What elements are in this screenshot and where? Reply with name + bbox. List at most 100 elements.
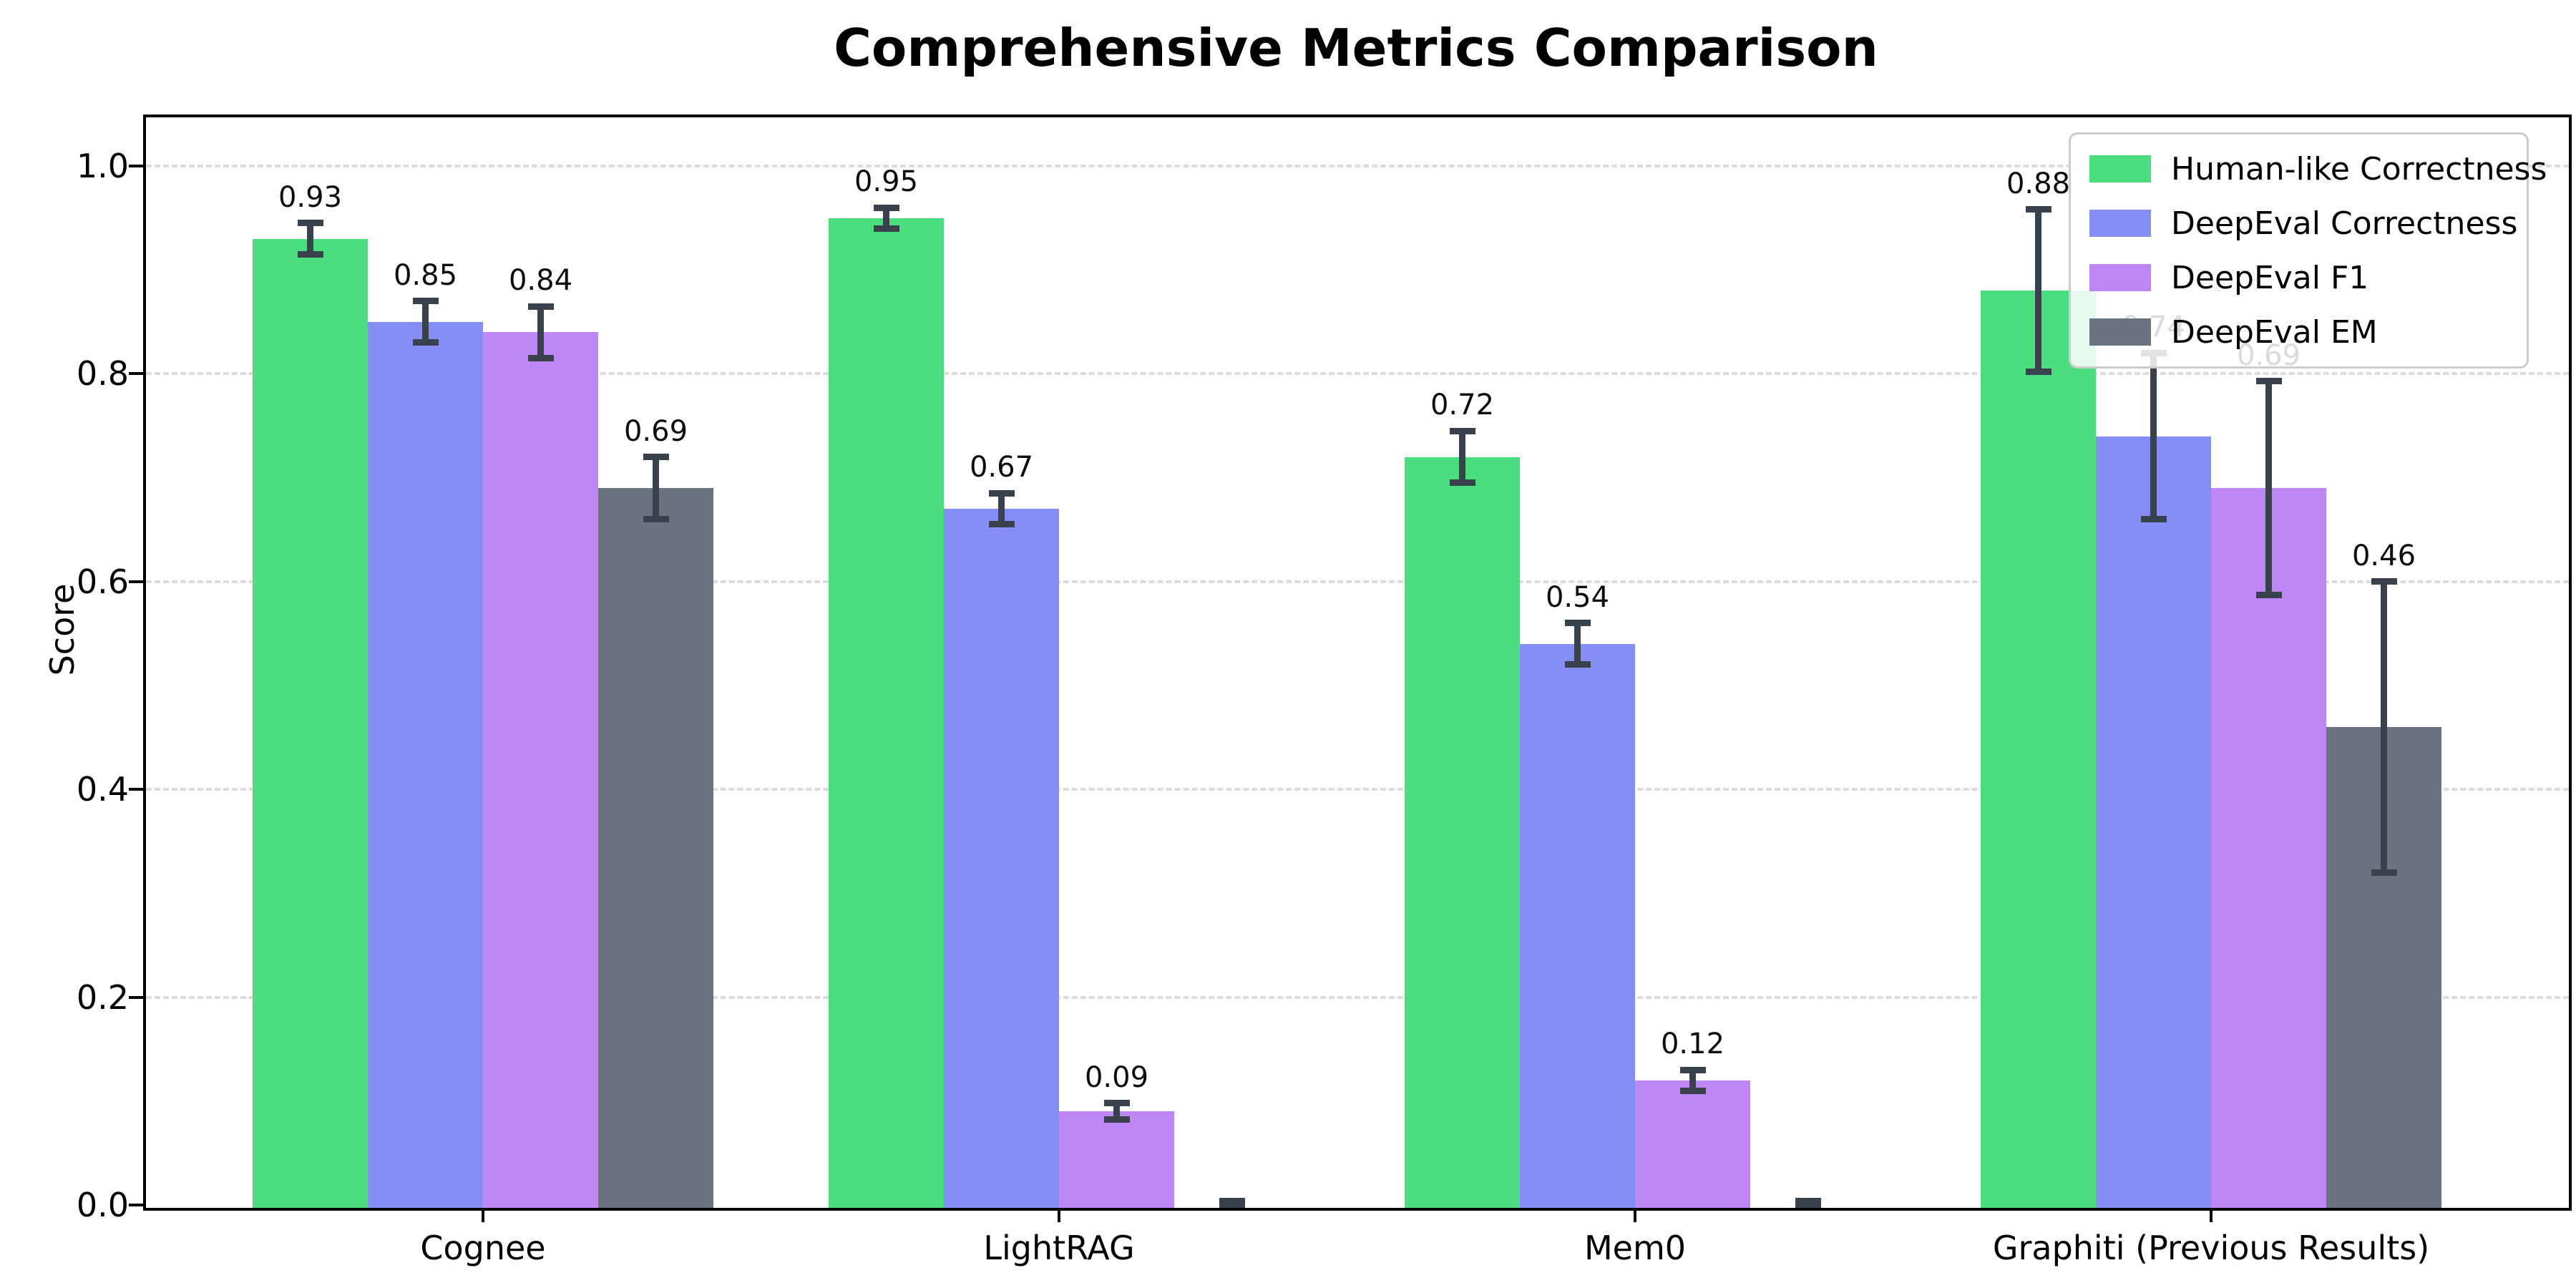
y-tick-label-0.2: 0.2: [76, 977, 129, 1017]
bar-value-label-1-1: 0.67: [969, 451, 1034, 484]
bar-deepeval-f1-2: [1635, 1080, 1750, 1208]
errorbar-cap-0-0-top: [297, 220, 323, 227]
x-tick-mark-1: [1058, 1208, 1060, 1222]
legend-label-1: DeepEval Correctness: [2171, 205, 2518, 242]
x-tick-label-0: Cognee: [420, 1229, 546, 1267]
errorbar-2-0: [537, 306, 544, 358]
errorbar-0-1: [883, 208, 889, 229]
y-tick-label-0.6: 0.6: [76, 562, 129, 601]
errorbar-cap-2-2-bottom: [1679, 1087, 1706, 1094]
errorbar-cap-1-2-top: [1564, 620, 1591, 627]
errorbar-2-2: [1689, 1070, 1696, 1091]
bar-deepeval-em-0: [598, 488, 713, 1208]
bar-value-label-0-2: 0.72: [1430, 389, 1495, 422]
bar-human-like-correctness-1: [829, 218, 944, 1208]
bar-value-label-3-0: 0.69: [623, 414, 688, 448]
x-tick-mark-3: [2210, 1208, 2212, 1222]
y-tick-mark-0.4: [129, 788, 143, 791]
bar-value-label-0-3: 0.88: [2006, 167, 2071, 200]
y-tick-mark-0.2: [129, 995, 143, 999]
x-tick-label-2: Mem0: [1584, 1229, 1687, 1267]
errorbar-cap-3-0-bottom: [643, 516, 669, 523]
y-tick-mark-0.0: [129, 1204, 143, 1206]
bar-value-label-1-2: 0.54: [1545, 580, 1610, 614]
bar-value-label-0-1: 0.95: [854, 165, 919, 199]
bar-deepeval-f1-1: [1059, 1111, 1174, 1208]
legend-swatch-3: [2089, 318, 2151, 346]
errorbar-cap-3-1-bottom: [1219, 1203, 1245, 1210]
errorbar-0-3: [2035, 209, 2041, 372]
errorbar-2-3: [2265, 381, 2272, 595]
gridline-y-0.6: [146, 580, 2569, 583]
y-tick-label-0.4: 0.4: [76, 770, 129, 809]
legend-label-3: DeepEval EM: [2171, 313, 2378, 351]
errorbar-cap-1-2-bottom: [1564, 661, 1591, 668]
errorbar-cap-0-2-top: [1449, 427, 1475, 434]
bar-human-like-correctness-0: [253, 238, 368, 1208]
gridline-y-0.8: [146, 372, 2569, 376]
errorbar-cap-1-0-bottom: [412, 339, 439, 346]
bar-deepeval-correctness-1: [944, 509, 1059, 1208]
bar-human-like-correctness-2: [1405, 457, 1520, 1208]
errorbar-cap-0-3-bottom: [2025, 368, 2051, 375]
y-tick-label-0.0: 0.0: [76, 1186, 129, 1224]
errorbar-cap-2-3-top: [2255, 378, 2282, 385]
chart-title: Comprehensive Metrics Comparison: [834, 18, 1878, 78]
errorbar-cap-0-3-top: [2025, 206, 2051, 213]
legend-item-deepeval-em: DeepEval EM: [2089, 314, 2527, 351]
errorbar-1-3: [2150, 353, 2157, 519]
errorbar-2-1: [1113, 1103, 1120, 1120]
errorbar-cap-2-1-bottom: [1103, 1116, 1130, 1123]
legend-swatch-2: [2089, 264, 2151, 291]
errorbar-cap-3-2-bottom: [1795, 1203, 1821, 1210]
gridline-y-0.2: [146, 995, 2569, 999]
errorbar-cap-1-1-bottom: [988, 521, 1015, 528]
bar-value-label-1-0: 0.85: [393, 258, 458, 292]
errorbar-1-1: [998, 493, 1005, 525]
legend-item-deepeval-f1: DeepEval F1: [2089, 260, 2527, 296]
legend-swatch-1: [2089, 210, 2151, 237]
errorbar-cap-3-3-top: [2371, 578, 2397, 585]
errorbar-cap-1-3-bottom: [2140, 516, 2167, 523]
legend-label-0: Human-like Correctness: [2171, 150, 2547, 187]
bar-deepeval-correctness-3: [2096, 436, 2211, 1208]
errorbar-cap-2-3-bottom: [2255, 592, 2282, 599]
errorbar-cap-2-0-bottom: [527, 355, 554, 362]
legend-swatch-0: [2089, 155, 2151, 182]
errorbar-cap-2-1-top: [1103, 1100, 1130, 1107]
legend-label-2: DeepEval F1: [2171, 259, 2369, 296]
errorbar-1-0: [422, 301, 429, 343]
bar-deepeval-correctness-2: [1520, 643, 1635, 1208]
bar-human-like-correctness-3: [1981, 291, 2096, 1208]
x-tick-mark-0: [482, 1208, 484, 1222]
y-tick-label-1.0: 1.0: [76, 147, 129, 185]
errorbar-cap-2-0-top: [527, 303, 554, 310]
x-tick-mark-2: [1634, 1208, 1636, 1222]
errorbar-cap-2-2-top: [1679, 1066, 1706, 1073]
errorbar-cap-1-0-top: [412, 298, 439, 305]
x-tick-label-1: LightRAG: [983, 1229, 1135, 1267]
bar-value-label-3-3: 0.46: [2351, 539, 2416, 572]
y-tick-mark-0.6: [129, 580, 143, 583]
bar-value-label-2-1: 0.09: [1084, 1060, 1149, 1094]
errorbar-3-0: [653, 457, 659, 519]
gridline-y-0.4: [146, 788, 2569, 791]
errorbar-0-0: [307, 223, 313, 255]
legend-item-human-like-correctness: Human-like Correctness: [2089, 151, 2547, 187]
y-tick-mark-0.8: [129, 372, 143, 376]
bar-value-label-2-2: 0.12: [1660, 1028, 1725, 1061]
bar-deepeval-f1-0: [483, 332, 598, 1208]
y-tick-label-0.8: 0.8: [76, 354, 129, 394]
errorbar-cap-3-1-top: [1219, 1197, 1245, 1204]
errorbar-cap-3-0-top: [643, 454, 669, 461]
errorbar-cap-0-1-bottom: [873, 225, 899, 232]
x-tick-label-3: Graphiti (Previous Results): [1992, 1229, 2430, 1267]
bar-deepeval-correctness-0: [368, 321, 483, 1208]
errorbar-0-2: [1459, 431, 1465, 483]
errorbar-cap-3-3-bottom: [2371, 869, 2397, 876]
gridline-y-1.0: [146, 165, 2569, 167]
y-tick-mark-1.0: [129, 165, 143, 167]
bar-value-label-2-0: 0.84: [508, 264, 573, 298]
errorbar-cap-0-2-bottom: [1449, 479, 1475, 487]
bar-deepeval-f1-3: [2211, 488, 2326, 1208]
